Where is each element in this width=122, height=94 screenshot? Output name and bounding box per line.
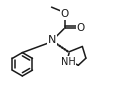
Text: NH: NH — [61, 57, 76, 67]
Text: O: O — [77, 23, 85, 33]
Text: N: N — [48, 35, 56, 45]
Text: O: O — [60, 9, 69, 19]
